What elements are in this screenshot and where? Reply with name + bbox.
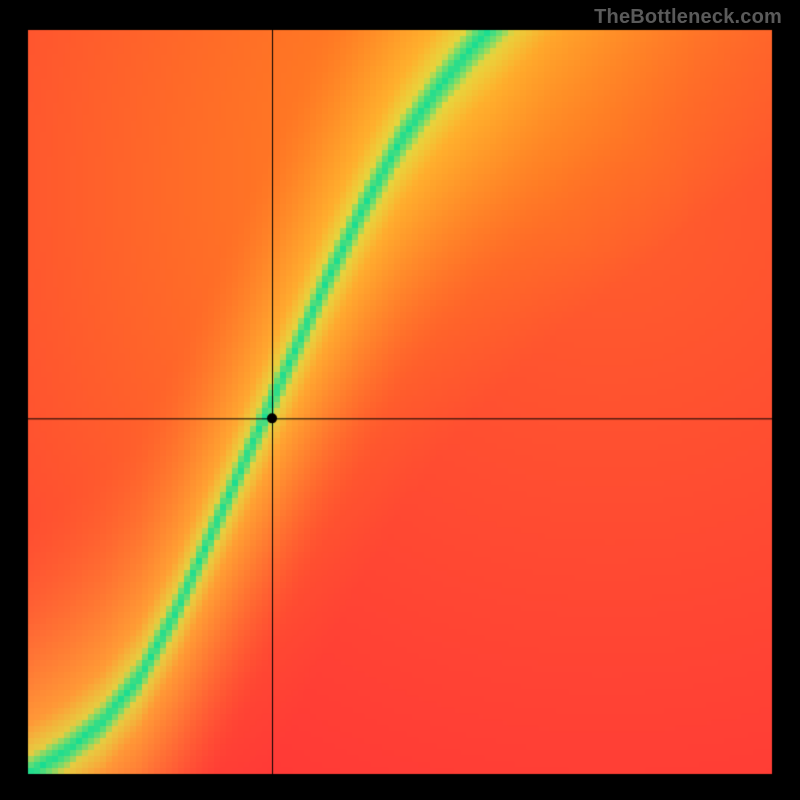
chart-container: TheBottleneck.com: [0, 0, 800, 800]
watermark-text: TheBottleneck.com: [594, 6, 782, 29]
heatmap-canvas: [0, 0, 800, 800]
